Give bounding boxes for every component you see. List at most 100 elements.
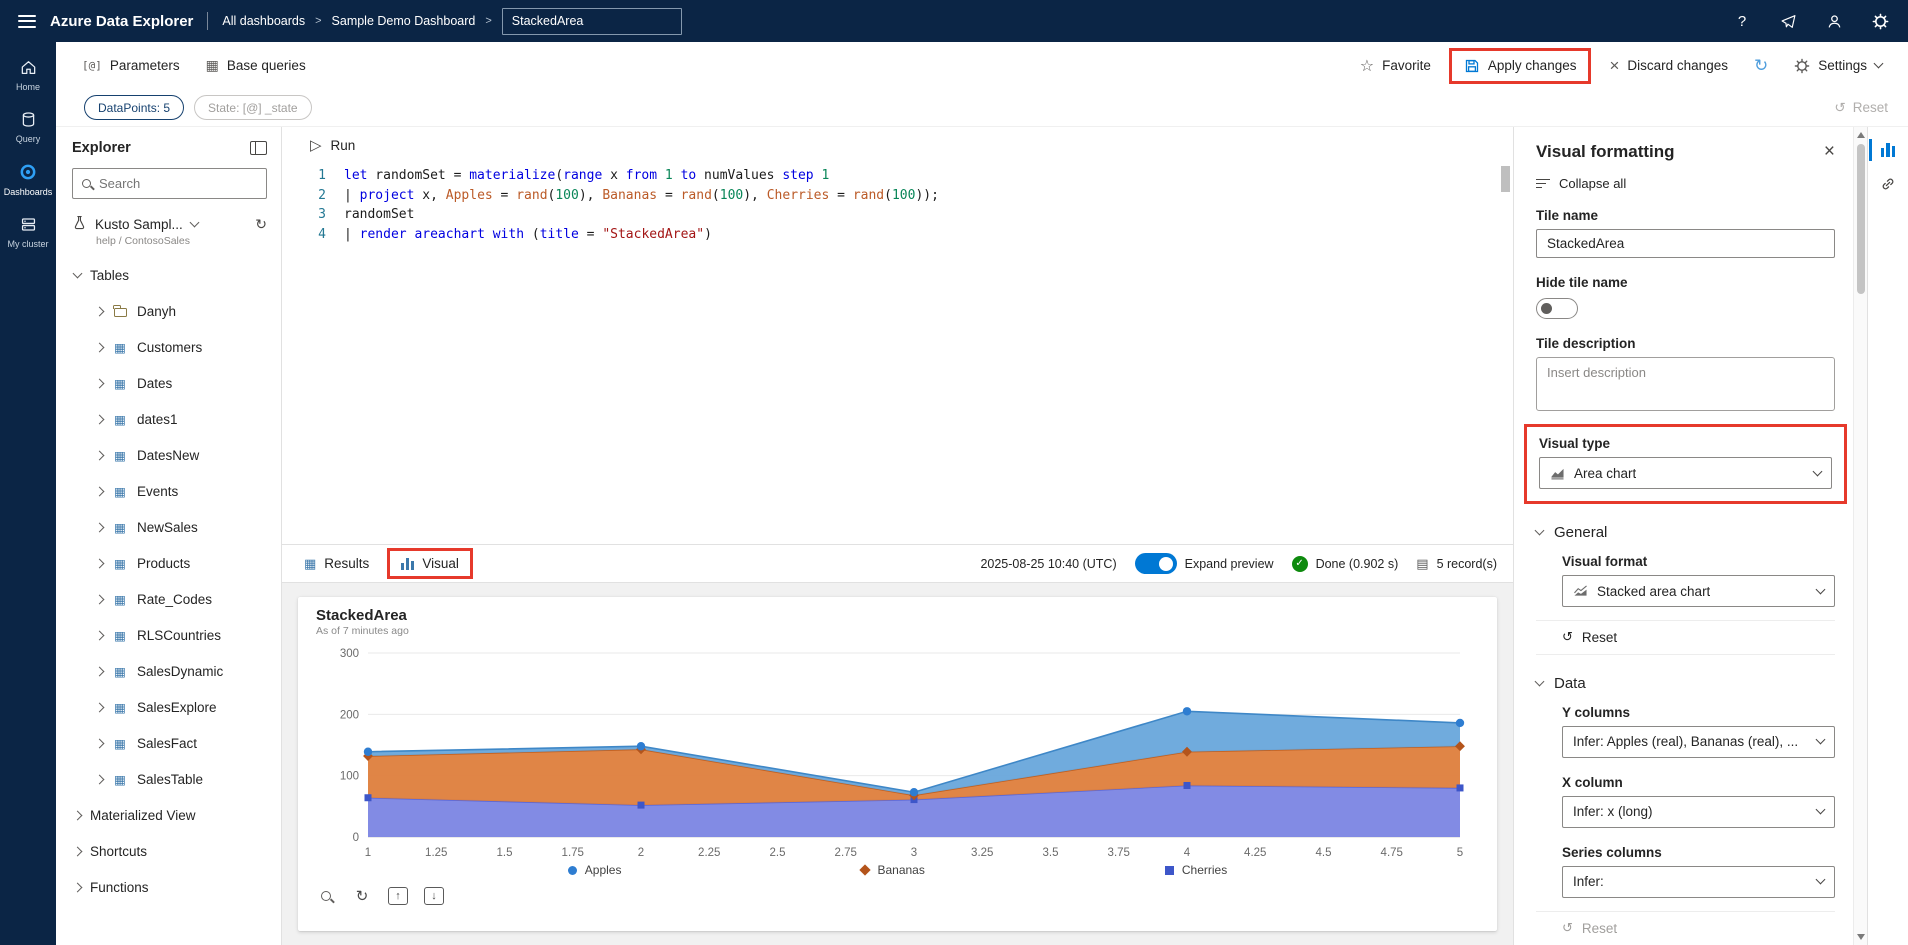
- visual-tab-label: Visual: [422, 556, 459, 571]
- collapse-all-button[interactable]: Collapse all: [1536, 176, 1835, 191]
- zoom-icon[interactable]: [316, 886, 336, 906]
- visual-type-dropdown[interactable]: Area chart: [1539, 457, 1832, 490]
- apply-changes-button[interactable]: Apply changes: [1456, 52, 1585, 80]
- x-column-dropdown[interactable]: Infer: x (long): [1562, 795, 1835, 828]
- pan-down-icon[interactable]: ↓: [424, 887, 444, 905]
- breadcrumb-dashboard-name[interactable]: Sample Demo Dashboard: [331, 14, 476, 28]
- y-columns-dropdown[interactable]: Infer: Apples (real), Bananas (real), ..…: [1562, 725, 1835, 758]
- legend-item-apples[interactable]: Apples: [567, 863, 621, 877]
- help-icon[interactable]: ?: [1737, 12, 1747, 30]
- collapse-panel-icon[interactable]: [250, 141, 267, 155]
- state-chip[interactable]: State: [@] _state: [194, 95, 312, 120]
- favorite-button[interactable]: ☆ Favorite: [1352, 50, 1439, 82]
- auto-refresh-button[interactable]: ↻: [1746, 50, 1776, 82]
- pan-up-icon[interactable]: ↑: [388, 887, 408, 905]
- query-status: Done (0.902 s): [1315, 556, 1399, 571]
- tree-node-label: Functions: [90, 879, 149, 895]
- tree-item-rlscountries[interactable]: ▦ RLSCountries: [56, 617, 281, 653]
- hide-tile-name-toggle[interactable]: [1536, 298, 1578, 320]
- tree-item-label: SalesTable: [137, 771, 204, 787]
- settings-button[interactable]: Settings: [1786, 52, 1890, 80]
- svg-text:1.75: 1.75: [562, 847, 584, 859]
- tree-item-events[interactable]: ▦ Events: [56, 473, 281, 509]
- code-line-1[interactable]: 1 let randomSet = materialize(range x fro…: [282, 166, 1513, 186]
- scrollbar-thumb[interactable]: [1857, 144, 1865, 294]
- tile-title-input[interactable]: [501, 7, 682, 35]
- query-icon: [20, 111, 37, 131]
- tree-item-rate_codes[interactable]: ▦ Rate_Codes: [56, 581, 281, 617]
- scroll-up-arrow-icon[interactable]: [1857, 132, 1865, 138]
- legend-circle-icon: [567, 865, 577, 875]
- tab-results[interactable]: ▦ Results: [298, 553, 375, 575]
- search-input[interactable]: [99, 176, 257, 191]
- line-number: 4: [318, 226, 326, 242]
- tree-node-materialized-view[interactable]: Materialized View: [56, 797, 281, 833]
- apply-changes-label: Apply changes: [1487, 58, 1577, 73]
- tree-node-shortcuts[interactable]: Shortcuts: [56, 833, 281, 869]
- pane-tab-links[interactable]: [1868, 170, 1908, 200]
- legend-item-bananas[interactable]: Bananas: [859, 863, 925, 877]
- close-icon[interactable]: ×: [1823, 141, 1835, 162]
- rail-item-home[interactable]: Home: [0, 54, 56, 98]
- run-button[interactable]: Run: [330, 137, 356, 153]
- refresh-database-icon[interactable]: ↻: [255, 215, 267, 232]
- tree-item-salesexplore[interactable]: ▦ SalesExplore: [56, 689, 281, 725]
- breadcrumb-all-dashboards[interactable]: All dashboards: [222, 14, 306, 28]
- tree-item-products[interactable]: ▦ Products: [56, 545, 281, 581]
- editor-scrollbar-thumb[interactable]: [1501, 166, 1510, 192]
- account-icon[interactable]: [1824, 11, 1844, 31]
- preview-area: StackedArea As of 7 minutes ago 0 100 200 3…: [282, 583, 1513, 945]
- visual-format-dropdown[interactable]: Stacked area chart: [1562, 575, 1835, 608]
- parameters-button[interactable]: [@] Parameters: [74, 52, 188, 79]
- tree-item-dates1[interactable]: ▦ dates1: [56, 401, 281, 437]
- tree-item-customers[interactable]: ▦ Customers: [56, 329, 281, 365]
- tile-description-input[interactable]: [1536, 357, 1835, 412]
- chevron-right-icon: [94, 378, 105, 388]
- tree-node-functions[interactable]: Functions: [56, 869, 281, 905]
- reset-parameters-button[interactable]: ↺ Reset: [1834, 100, 1888, 116]
- tree-item-newsales[interactable]: ▦ NewSales: [56, 509, 281, 545]
- code-line-2[interactable]: 2 | project x, Apples = rand(100), Banana…: [282, 186, 1513, 206]
- rail-item-query[interactable]: Query: [0, 106, 56, 150]
- feedback-icon[interactable]: [1778, 11, 1798, 31]
- rail-item-my-cluster[interactable]: My cluster: [0, 211, 56, 255]
- chevron-right-icon: [94, 738, 105, 748]
- tree-item-danyh[interactable]: Danyh: [56, 293, 281, 329]
- reset-zoom-icon[interactable]: ↻: [355, 888, 369, 905]
- tree-item-salestable[interactable]: ▦ SalesTable: [56, 761, 281, 797]
- tile-name-input[interactable]: [1536, 229, 1835, 259]
- discard-changes-button[interactable]: × Discard changes: [1601, 50, 1736, 82]
- series-columns-dropdown[interactable]: Infer:: [1562, 865, 1835, 898]
- settings-gear-icon[interactable]: [1870, 11, 1890, 31]
- section-general[interactable]: General: [1534, 524, 1835, 541]
- chevron-down-icon: [72, 268, 83, 278]
- stacked-area-chart[interactable]: 0 100 200 300 1 1.25 1.5 1.75 2 2.25 2.5 2.75 3 3.25 3…: [316, 641, 1476, 863]
- code-line-4[interactable]: 4 | render areachart with (title = "Stack…: [282, 225, 1513, 245]
- legend-item-cherries[interactable]: Cherries: [1164, 863, 1227, 877]
- base-queries-button[interactable]: ▦ Base queries: [198, 51, 314, 80]
- panel-scrollbar[interactable]: [1853, 127, 1867, 945]
- tree-item-salesdynamic[interactable]: ▦ SalesDynamic: [56, 653, 281, 689]
- tree-item-datesnew[interactable]: ▦ DatesNew: [56, 437, 281, 473]
- code-editor[interactable]: 1 let randomSet = materialize(range x fro…: [282, 163, 1513, 544]
- pane-tab-visual-formatting[interactable]: [1868, 135, 1908, 165]
- database-selector[interactable]: Kusto Sampl... ↻: [56, 207, 281, 233]
- section-data[interactable]: Data: [1534, 675, 1835, 692]
- reset-data-button[interactable]: ↺ Reset: [1536, 910, 1835, 945]
- tree-item-dates[interactable]: ▦ Dates: [56, 365, 281, 401]
- reset-general-button[interactable]: ↺ Reset: [1536, 620, 1835, 655]
- svg-text:1: 1: [365, 847, 371, 859]
- tree-item-label: Events: [137, 483, 179, 499]
- tree-item-salesfact[interactable]: ▦ SalesFact: [56, 725, 281, 761]
- scroll-down-arrow-icon[interactable]: [1857, 934, 1865, 940]
- expand-preview-toggle[interactable]: [1134, 553, 1177, 574]
- code-line-3[interactable]: 3 randomSet: [282, 205, 1513, 225]
- visual-formatting-panel: Visual formatting × Collapse all Tile na…: [1513, 127, 1853, 945]
- rail-item-dashboards[interactable]: Dashboards: [0, 158, 56, 203]
- tree-node-tables[interactable]: Tables: [56, 257, 281, 293]
- save-icon: [1464, 58, 1480, 74]
- hamburger-menu-icon[interactable]: [18, 14, 36, 28]
- datapoints-chip[interactable]: DataPoints: 5: [84, 95, 185, 120]
- table-icon: ▦: [114, 448, 126, 463]
- tab-visual[interactable]: Visual: [395, 553, 465, 574]
